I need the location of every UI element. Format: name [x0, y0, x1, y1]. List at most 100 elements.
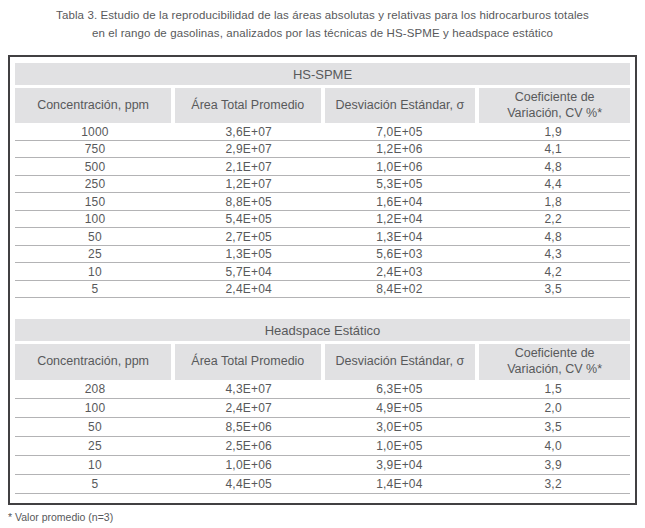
table-cell: 2,1E+07: [175, 160, 323, 174]
table-caption-line1: Tabla 3. Estudio de la reproducibilidad …: [0, 7, 645, 25]
section-header-hs-spme: HS-SPME: [15, 63, 630, 85]
table-cell: 5,3E+05: [323, 177, 477, 191]
table-cell: 500: [15, 160, 175, 174]
table-cell: 2,7E+05: [175, 230, 323, 244]
table-row: 52,4E+048,4E+023,5: [15, 281, 630, 299]
table-cell: 8,5E+06: [175, 420, 323, 434]
table-row: 2084,3E+076,3E+051,5: [15, 380, 630, 399]
column-header-concentracion: Concentración, ppm: [15, 88, 171, 123]
table-cell: 3,2: [476, 477, 630, 491]
table-cell: 4,4: [476, 177, 630, 191]
table-cell: 3,5: [476, 420, 630, 434]
table-cell: 750: [15, 142, 175, 156]
table-cell: 5,7E+04: [175, 265, 323, 279]
table-cell: 3,0E+05: [323, 420, 477, 434]
table-cell: 4,3: [476, 247, 630, 261]
table-cell: 1,4E+04: [323, 477, 477, 491]
column-header-coeficiente: Coeficiente de Variación, CV %*: [479, 344, 630, 379]
table-row: 1002,4E+074,9E+052,0: [15, 399, 630, 418]
table-row: 54,4E+051,4E+043,2: [15, 475, 630, 494]
table-row: 1005,4E+051,2E+042,2: [15, 211, 630, 229]
table-row: 252,5E+061,0E+054,0: [15, 437, 630, 456]
table-cell: 1,9: [476, 125, 630, 139]
table-cell: 100: [15, 401, 175, 415]
table-cell: 4,1: [476, 142, 630, 156]
table-cell: 5: [15, 477, 175, 491]
table-cell: 2,9E+07: [175, 142, 323, 156]
table-cell: 4,0: [476, 439, 630, 453]
table-cell: 1,0E+06: [323, 160, 477, 174]
table-cell: 3,9E+04: [323, 458, 477, 472]
table-cell: 5,6E+03: [323, 247, 477, 261]
column-header-desviacion: Desviación Estándar, σ: [325, 344, 476, 379]
table-row: 7502,9E+071,2E+064,1: [15, 141, 630, 159]
section-hs-spme: HS-SPME Concentración, ppm Área Total Pr…: [15, 63, 630, 298]
table-cell: 4,8: [476, 230, 630, 244]
table-cell: 50: [15, 420, 175, 434]
table-cell: 8,4E+02: [323, 282, 477, 296]
table-cell: 4,9E+05: [323, 401, 477, 415]
table-footnote: * Valor promedio (n=3): [8, 511, 113, 523]
table-cell: 3,9: [476, 458, 630, 472]
table-cell: 1,6E+04: [323, 195, 477, 209]
table-cell: 7,0E+05: [323, 125, 477, 139]
table-cell: 2,2: [476, 212, 630, 226]
table-cell: 1,5: [476, 382, 630, 396]
table-row: 508,5E+063,0E+053,5: [15, 418, 630, 437]
table-cell: 1,3E+05: [175, 247, 323, 261]
column-header-coeficiente: Coeficiente de Variación, CV %*: [479, 88, 630, 123]
table-cell: 250: [15, 177, 175, 191]
table-row: 502,7E+051,3E+044,8: [15, 228, 630, 246]
table-cell: 100: [15, 212, 175, 226]
table-cell: 50: [15, 230, 175, 244]
column-header-area-total: Área Total Promedio: [175, 88, 320, 123]
table-cell: 4,2: [476, 265, 630, 279]
table-cell: 1,2E+04: [323, 212, 477, 226]
table-cell: 4,4E+05: [175, 477, 323, 491]
table-caption: Tabla 3. Estudio de la reproducibilidad …: [0, 0, 645, 43]
column-header-concentracion: Concentración, ppm: [15, 344, 171, 379]
table-cell: 10: [15, 265, 175, 279]
column-header-area-total: Área Total Promedio: [175, 344, 320, 379]
table-cell: 6,3E+05: [323, 382, 477, 396]
table-cell: 2,4E+03: [323, 265, 477, 279]
table-cell: 4,8: [476, 160, 630, 174]
table-cell: 2,4E+07: [175, 401, 323, 415]
table-row: 105,7E+042,4E+034,2: [15, 263, 630, 281]
section-headspace-estatico: Headspace Estático Concentración, ppm Ár…: [15, 319, 630, 493]
table-cell: 2,5E+06: [175, 439, 323, 453]
table-cell: 1,0E+06: [175, 458, 323, 472]
table-cell: 5: [15, 282, 175, 296]
table-cell: 1,2E+07: [175, 177, 323, 191]
table-cell: 1,2E+06: [323, 142, 477, 156]
table-cell: 1,0E+05: [323, 439, 477, 453]
table-cell: 10: [15, 458, 175, 472]
table-body: 10003,6E+077,0E+051,97502,9E+071,2E+064,…: [15, 123, 630, 298]
table-cell: 4,3E+07: [175, 382, 323, 396]
table-cell: 1,3E+04: [323, 230, 477, 244]
column-header-desviacion: Desviación Estándar, σ: [325, 88, 476, 123]
table-row: 101,0E+063,9E+043,9: [15, 456, 630, 475]
table-row: 1508,8E+051,6E+041,8: [15, 193, 630, 211]
section-header-headspace: Headspace Estático: [15, 319, 630, 341]
table-cell: 25: [15, 247, 175, 261]
table-row: 5002,1E+071,0E+064,8: [15, 158, 630, 176]
table-cell: 150: [15, 195, 175, 209]
table-caption-line2: en el rango de gasolinas, analizados por…: [0, 25, 645, 43]
table-cell: 208: [15, 382, 175, 396]
table-cell: 3,6E+07: [175, 125, 323, 139]
table-row: 251,3E+055,6E+034,3: [15, 246, 630, 264]
table-cell: 2,4E+04: [175, 282, 323, 296]
table-cell: 3,5: [476, 282, 630, 296]
column-header-row: Concentración, ppm Área Total Promedio D…: [15, 344, 630, 379]
results-table: HS-SPME Concentración, ppm Área Total Pr…: [8, 55, 637, 505]
table-cell: 1000: [15, 125, 175, 139]
column-header-row: Concentración, ppm Área Total Promedio D…: [15, 88, 630, 123]
table-body: 2084,3E+076,3E+051,51002,4E+074,9E+052,0…: [15, 380, 630, 494]
table-cell: 25: [15, 439, 175, 453]
table-cell: 8,8E+05: [175, 195, 323, 209]
table-row: 10003,6E+077,0E+051,9: [15, 123, 630, 141]
table-cell: 5,4E+05: [175, 212, 323, 226]
table-cell: 2,0: [476, 401, 630, 415]
table-cell: 1,8: [476, 195, 630, 209]
